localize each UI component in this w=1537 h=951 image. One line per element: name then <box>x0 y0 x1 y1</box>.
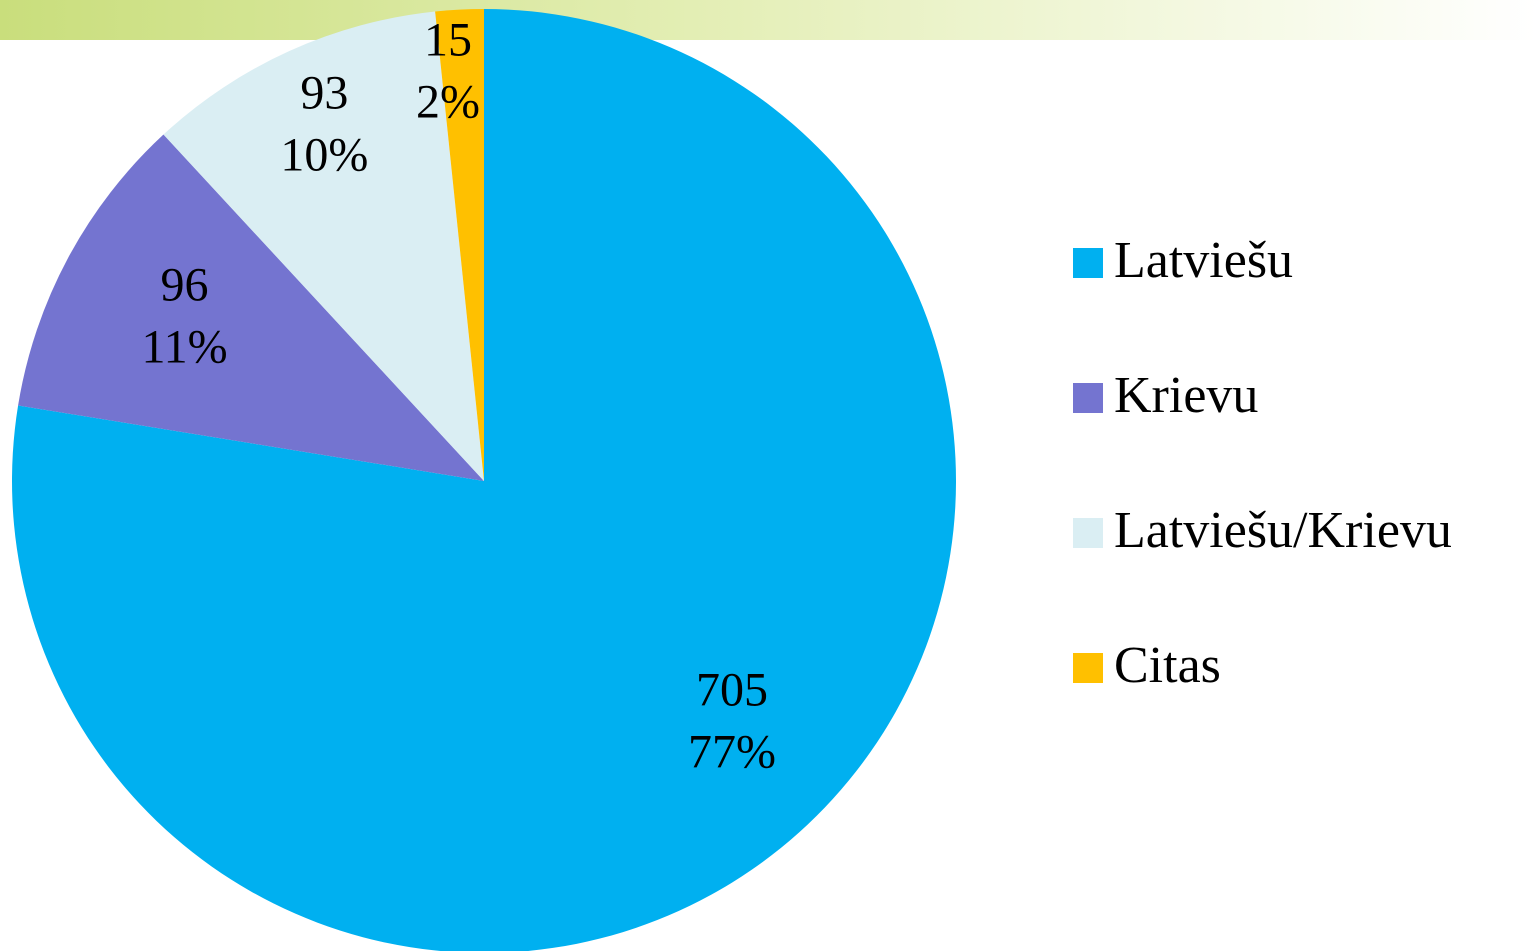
legend: Latviešu Krievu Latviešu/Krievu Citas <box>1073 232 1452 694</box>
legend-swatch <box>1073 518 1103 548</box>
pie-slice <box>435 9 484 481</box>
pie-slice <box>163 11 484 482</box>
legend-swatch <box>1073 653 1103 683</box>
value-label: 705 <box>696 663 768 716</box>
percent-label: 2% <box>416 76 480 129</box>
percent-label: 77% <box>688 725 776 778</box>
value-label: 93 <box>300 66 348 119</box>
value-label: 96 <box>161 258 209 311</box>
value-label: 15 <box>424 14 472 67</box>
pie-slice <box>18 134 484 482</box>
data-labels: 705 77% 96 11% 93 10% 15 2% <box>141 14 776 779</box>
percent-label: 10% <box>280 128 368 181</box>
legend-label: Latviešu/Krievu <box>1114 502 1452 559</box>
percent-label: 11% <box>141 320 227 373</box>
legend-swatch <box>1073 248 1103 278</box>
legend-label: Krievu <box>1114 367 1258 424</box>
pie-slice <box>12 9 956 951</box>
legend-swatch <box>1073 383 1103 413</box>
header-band <box>0 0 1537 40</box>
legend-label: Citas <box>1114 637 1221 694</box>
pie <box>12 9 956 951</box>
legend-label: Latviešu <box>1114 232 1293 289</box>
